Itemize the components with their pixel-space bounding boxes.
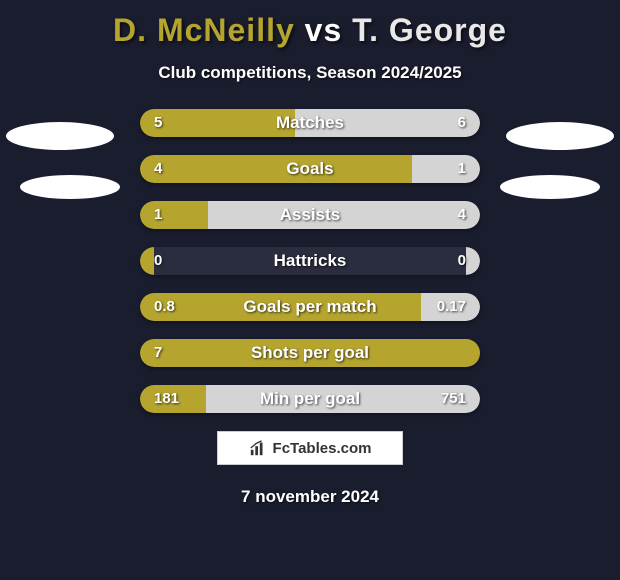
bar-label: Hattricks bbox=[140, 247, 480, 275]
bar-value-left: 7 bbox=[154, 339, 162, 367]
bar-value-left: 181 bbox=[154, 385, 179, 413]
stats-bars: 5Matches64Goals11Assists40Hattricks00.8G… bbox=[140, 109, 480, 413]
chart-icon bbox=[249, 439, 267, 457]
decorative-ellipse bbox=[6, 122, 114, 150]
bar-label: Goals bbox=[140, 155, 480, 183]
stat-bar-row: 0Hattricks0 bbox=[140, 247, 480, 275]
bar-value-right: 4 bbox=[458, 201, 466, 229]
bar-value-right: 6 bbox=[458, 109, 466, 137]
stat-bar-row: 5Matches6 bbox=[140, 109, 480, 137]
stat-bar-row: 7Shots per goal bbox=[140, 339, 480, 367]
watermark-text: FcTables.com bbox=[273, 440, 372, 457]
comparison-title: D. McNeilly vs T. George bbox=[0, 0, 620, 49]
decorative-ellipse bbox=[20, 175, 120, 199]
bar-label: Min per goal bbox=[140, 385, 480, 413]
bar-value-left: 4 bbox=[154, 155, 162, 183]
decorative-ellipse bbox=[506, 122, 614, 150]
stat-bar-row: 0.8Goals per match0.17 bbox=[140, 293, 480, 321]
bar-label: Assists bbox=[140, 201, 480, 229]
bar-value-right: 1 bbox=[458, 155, 466, 183]
bar-label: Goals per match bbox=[140, 293, 480, 321]
bar-value-left: 0.8 bbox=[154, 293, 175, 321]
player1-name: D. McNeilly bbox=[113, 12, 295, 48]
bar-value-left: 1 bbox=[154, 201, 162, 229]
watermark: FcTables.com bbox=[217, 431, 403, 465]
decorative-ellipse bbox=[500, 175, 600, 199]
stat-bar-row: 1Assists4 bbox=[140, 201, 480, 229]
bar-label: Matches bbox=[140, 109, 480, 137]
stat-bar-row: 181Min per goal751 bbox=[140, 385, 480, 413]
subtitle: Club competitions, Season 2024/2025 bbox=[0, 63, 620, 83]
bar-value-right: 751 bbox=[441, 385, 466, 413]
bar-value-right: 0.17 bbox=[437, 293, 466, 321]
bar-value-left: 5 bbox=[154, 109, 162, 137]
date-text: 7 november 2024 bbox=[0, 487, 620, 507]
bar-value-right: 0 bbox=[458, 247, 466, 275]
stat-bar-row: 4Goals1 bbox=[140, 155, 480, 183]
bar-label: Shots per goal bbox=[140, 339, 480, 367]
vs-text: vs bbox=[305, 12, 343, 48]
bar-value-left: 0 bbox=[154, 247, 162, 275]
player2-name: T. George bbox=[352, 12, 507, 48]
